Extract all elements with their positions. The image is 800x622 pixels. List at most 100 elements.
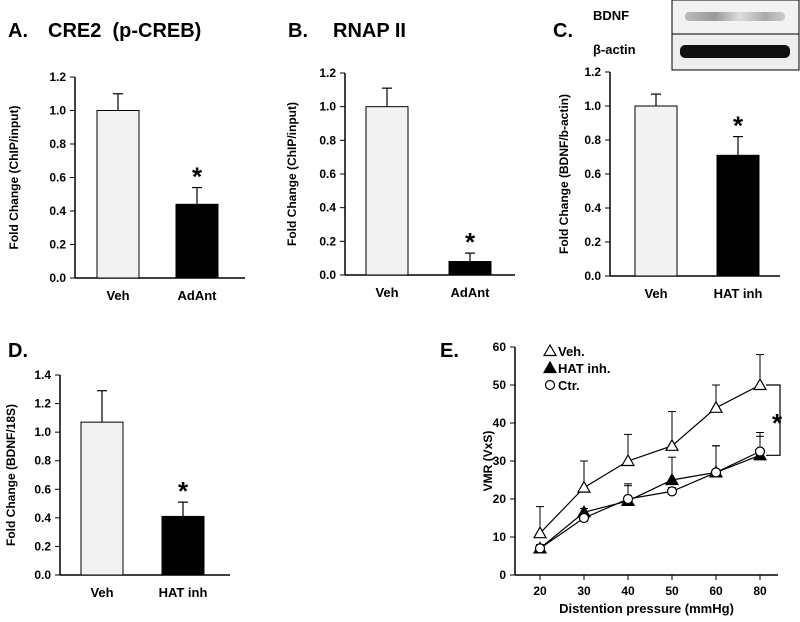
x-axis-label: Distention pressure (mmHg) (559, 601, 734, 616)
y-tick-label: 0.2 (584, 235, 601, 249)
data-point (710, 467, 722, 478)
significance-star: * (772, 408, 783, 438)
x-tick-label: 30 (577, 584, 591, 598)
series-line (539, 384, 761, 534)
x-tick-label: Veh (90, 585, 113, 600)
y-tick-label: 0.8 (49, 137, 66, 151)
y-tick-label: 1.0 (34, 425, 51, 439)
y-tick-label: 0.6 (34, 482, 51, 496)
data-point (534, 543, 546, 554)
y-tick-label: 0.0 (319, 268, 336, 282)
x-tick-label: AdAnt (451, 285, 491, 300)
y-tick-label: 1.2 (34, 397, 51, 411)
y-tick-label: 0.6 (584, 167, 601, 181)
y-tick-label: 1.0 (319, 100, 336, 114)
legend-label: HAT inh. (558, 361, 610, 376)
significance-bracket (766, 384, 781, 456)
y-tick-label: 30 (493, 454, 507, 468)
x-tick-label: AdAnt (178, 288, 218, 303)
data-point (752, 377, 768, 391)
y-tick-label: 0 (499, 568, 506, 582)
y-tick-label: 0.8 (319, 133, 336, 147)
bar (448, 261, 492, 276)
x-tick-label: Veh (375, 285, 398, 300)
x-tick-label: Veh (106, 288, 129, 303)
blot-band (685, 12, 785, 21)
bar (716, 154, 760, 277)
y-tick-label: 60 (493, 340, 507, 354)
blot-band (680, 45, 790, 58)
y-axis-label: Fold Change (ChIP/input) (285, 102, 299, 246)
panel-label: C. (553, 20, 573, 42)
blot-label: β-actin (593, 42, 636, 57)
y-tick-label: 0.0 (584, 269, 601, 283)
y-tick-label: 0.4 (34, 511, 51, 525)
significance-star: * (178, 476, 189, 506)
legend-marker (542, 343, 558, 357)
western-blot (671, 0, 800, 71)
data-point (578, 512, 590, 524)
significance-star: * (733, 111, 744, 141)
y-tick-label: 1.2 (584, 65, 601, 79)
y-tick-label: 0.2 (319, 234, 336, 248)
y-tick-label: 50 (493, 378, 507, 392)
panel-label: B. (288, 20, 308, 42)
legend-marker (542, 360, 558, 374)
x-tick-label: Veh (644, 286, 667, 301)
panel-label: E. (440, 340, 459, 362)
y-tick-label: 0.2 (34, 539, 51, 553)
data-point (664, 472, 680, 486)
x-tick-label: 50 (665, 584, 679, 598)
x-tick-label: 60 (709, 584, 723, 598)
y-axis-label: Fold Change (BDNF/18S) (4, 404, 18, 546)
data-point (620, 453, 636, 467)
y-tick-label: 0.4 (584, 201, 601, 215)
y-tick-label: 1.4 (34, 368, 51, 382)
data-point (664, 438, 680, 451)
y-tick-label: 0.6 (319, 167, 336, 181)
y-tick-label: 1.0 (49, 104, 66, 118)
y-tick-label: 0.4 (319, 201, 336, 215)
y-tick-label: 0.8 (34, 454, 51, 468)
significance-star: * (192, 162, 203, 192)
panel-label: D. (8, 340, 28, 362)
y-tick-label: 0.0 (34, 568, 51, 582)
data-point (532, 525, 548, 539)
series-line (539, 454, 761, 549)
panel-label: A. (8, 20, 28, 42)
bar (634, 105, 678, 277)
series-line (539, 450, 761, 549)
bar (161, 515, 205, 576)
y-axis-label: VMR (VxS) (481, 431, 495, 492)
y-tick-label: 0.4 (49, 204, 66, 218)
y-tick-label: 10 (493, 530, 507, 544)
legend-label: Ctr. (558, 378, 580, 393)
data-point (622, 493, 634, 505)
x-tick-label: 40 (621, 584, 635, 598)
data-point (666, 486, 678, 497)
bar (365, 106, 409, 276)
x-tick-label: 20 (533, 584, 547, 598)
bar (175, 203, 219, 279)
y-tick-label: 0.8 (584, 133, 601, 147)
y-tick-label: 0.2 (49, 238, 66, 252)
y-tick-label: 1.2 (319, 66, 336, 80)
data-point (708, 400, 724, 413)
y-tick-label: 20 (493, 492, 507, 506)
legend-marker (544, 379, 556, 391)
legend-label: Veh. (558, 344, 585, 359)
x-tick-label: HAT inh (714, 286, 763, 301)
bar (80, 421, 124, 576)
y-axis-label: Fold Change (ChIP/input) (7, 106, 21, 250)
significance-star: * (465, 227, 476, 257)
y-tick-label: 0.6 (49, 171, 66, 185)
y-tick-label: 0.0 (49, 271, 66, 285)
blot-label: BDNF (593, 8, 629, 23)
data-point (754, 446, 766, 457)
x-tick-label: 80 (753, 584, 767, 598)
panel-title: CRE2 (p-CREB) (48, 20, 201, 42)
panel-title: RNAP II (333, 20, 406, 42)
x-tick-label: HAT inh (159, 585, 208, 600)
y-tick-label: 1.2 (49, 70, 66, 84)
